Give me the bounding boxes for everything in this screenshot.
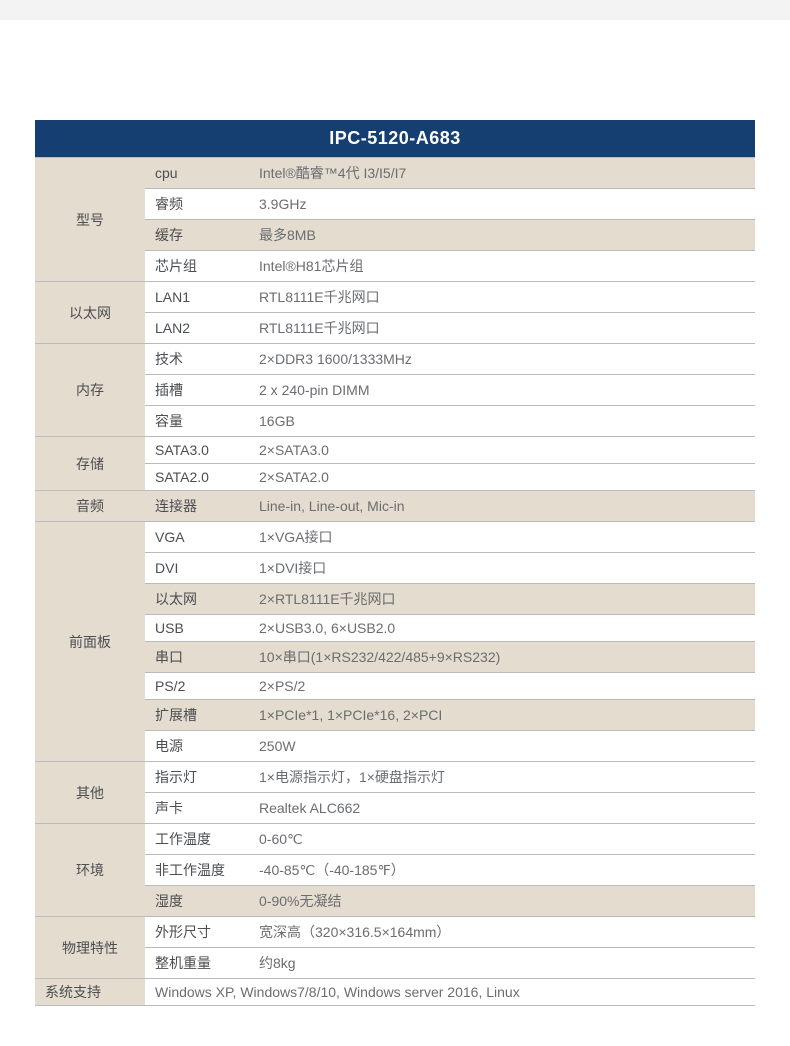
category-physical: 物理特性 (35, 917, 145, 979)
table-row: 其他 指示灯 1×电源指示灯，1×硬盘指示灯 (35, 762, 755, 793)
serial-label: 串口 (145, 642, 255, 673)
sound-value: Realtek ALC662 (255, 793, 755, 824)
table-row: 内存 技术 2×DDR3 1600/1333MHz (35, 344, 755, 375)
chipset-value: Intel®H81芯片组 (255, 251, 755, 282)
audio-conn-label: 连接器 (145, 491, 255, 522)
spec-table: IPC-5120-A683 型号 cpu Intel®酷睿™4代 I3/I5/I… (35, 120, 755, 1006)
freq-value: 3.9GHz (255, 189, 755, 220)
lan1-value: RTL8111E千兆网口 (255, 282, 755, 313)
system-value: Windows XP, Windows7/8/10, Windows serve… (145, 979, 755, 1006)
front-eth-label: 以太网 (145, 584, 255, 615)
category-storage: 存储 (35, 437, 145, 491)
led-label: 指示灯 (145, 762, 255, 793)
category-front-panel: 前面板 (35, 522, 145, 762)
serial-value: 10×串口(1×RS232/422/485+9×RS232) (255, 642, 755, 673)
lan1-label: LAN1 (145, 282, 255, 313)
sata2-value: 2×SATA2.0 (255, 464, 755, 491)
cache-label: 缓存 (145, 220, 255, 251)
dim-label: 外形尺寸 (145, 917, 255, 948)
category-ethernet: 以太网 (35, 282, 145, 344)
humidity-label: 湿度 (145, 886, 255, 917)
cpu-label: cpu (145, 158, 255, 189)
weight-label: 整机重量 (145, 948, 255, 979)
table-row: 存储 SATA3.0 2×SATA3.0 (35, 437, 755, 464)
spec-sheet: IPC-5120-A683 型号 cpu Intel®酷睿™4代 I3/I5/I… (0, 20, 790, 1046)
front-eth-value: 2×RTL8111E千兆网口 (255, 584, 755, 615)
header-row: IPC-5120-A683 (35, 120, 755, 158)
op-temp-label: 工作温度 (145, 824, 255, 855)
ps2-value: 2×PS/2 (255, 673, 755, 700)
table-row: 系统支持 Windows XP, Windows7/8/10, Windows … (35, 979, 755, 1006)
expand-label: 扩展槽 (145, 700, 255, 731)
expand-value: 1×PCIe*1, 1×PCIe*16, 2×PCI (255, 700, 755, 731)
mem-cap-label: 容量 (145, 406, 255, 437)
power-value: 250W (255, 731, 755, 762)
power-label: 电源 (145, 731, 255, 762)
mem-tech-value: 2×DDR3 1600/1333MHz (255, 344, 755, 375)
sata3-value: 2×SATA3.0 (255, 437, 755, 464)
mem-tech-label: 技术 (145, 344, 255, 375)
category-other: 其他 (35, 762, 145, 824)
sata3-label: SATA3.0 (145, 437, 255, 464)
sound-label: 声卡 (145, 793, 255, 824)
category-memory: 内存 (35, 344, 145, 437)
category-system: 系统支持 (35, 979, 145, 1006)
cpu-value: Intel®酷睿™4代 I3/I5/I7 (255, 158, 755, 189)
cache-value: 最多8MB (255, 220, 755, 251)
table-row: 前面板 VGA 1×VGA接口 (35, 522, 755, 553)
dvi-value: 1×DVI接口 (255, 553, 755, 584)
nonop-temp-label: 非工作温度 (145, 855, 255, 886)
category-audio: 音频 (35, 491, 145, 522)
category-env: 环境 (35, 824, 145, 917)
lan2-label: LAN2 (145, 313, 255, 344)
humidity-value: 0-90%无凝结 (255, 886, 755, 917)
mem-slot-value: 2 x 240-pin DIMM (255, 375, 755, 406)
table-row: 环境 工作温度 0-60℃ (35, 824, 755, 855)
table-row: 以太网 LAN1 RTL8111E千兆网口 (35, 282, 755, 313)
category-model: 型号 (35, 158, 145, 282)
sata2-label: SATA2.0 (145, 464, 255, 491)
vga-label: VGA (145, 522, 255, 553)
op-temp-value: 0-60℃ (255, 824, 755, 855)
usb-label: USB (145, 615, 255, 642)
table-row: 型号 cpu Intel®酷睿™4代 I3/I5/I7 (35, 158, 755, 189)
table-row: 物理特性 外形尺寸 宽深高（320×316.5×164mm） (35, 917, 755, 948)
lan2-value: RTL8111E千兆网口 (255, 313, 755, 344)
usb-value: 2×USB3.0, 6×USB2.0 (255, 615, 755, 642)
vga-value: 1×VGA接口 (255, 522, 755, 553)
product-title: IPC-5120-A683 (35, 120, 755, 158)
led-value: 1×电源指示灯，1×硬盘指示灯 (255, 762, 755, 793)
mem-cap-value: 16GB (255, 406, 755, 437)
dim-value: 宽深高（320×316.5×164mm） (255, 917, 755, 948)
table-row: 音频 连接器 Line-in, Line-out, Mic-in (35, 491, 755, 522)
chipset-label: 芯片组 (145, 251, 255, 282)
ps2-label: PS/2 (145, 673, 255, 700)
dvi-label: DVI (145, 553, 255, 584)
weight-value: 约8kg (255, 948, 755, 979)
audio-conn-value: Line-in, Line-out, Mic-in (255, 491, 755, 522)
nonop-temp-value: -40-85℃（-40-185℉） (255, 855, 755, 886)
freq-label: 睿频 (145, 189, 255, 220)
mem-slot-label: 插槽 (145, 375, 255, 406)
top-strip (0, 0, 790, 20)
